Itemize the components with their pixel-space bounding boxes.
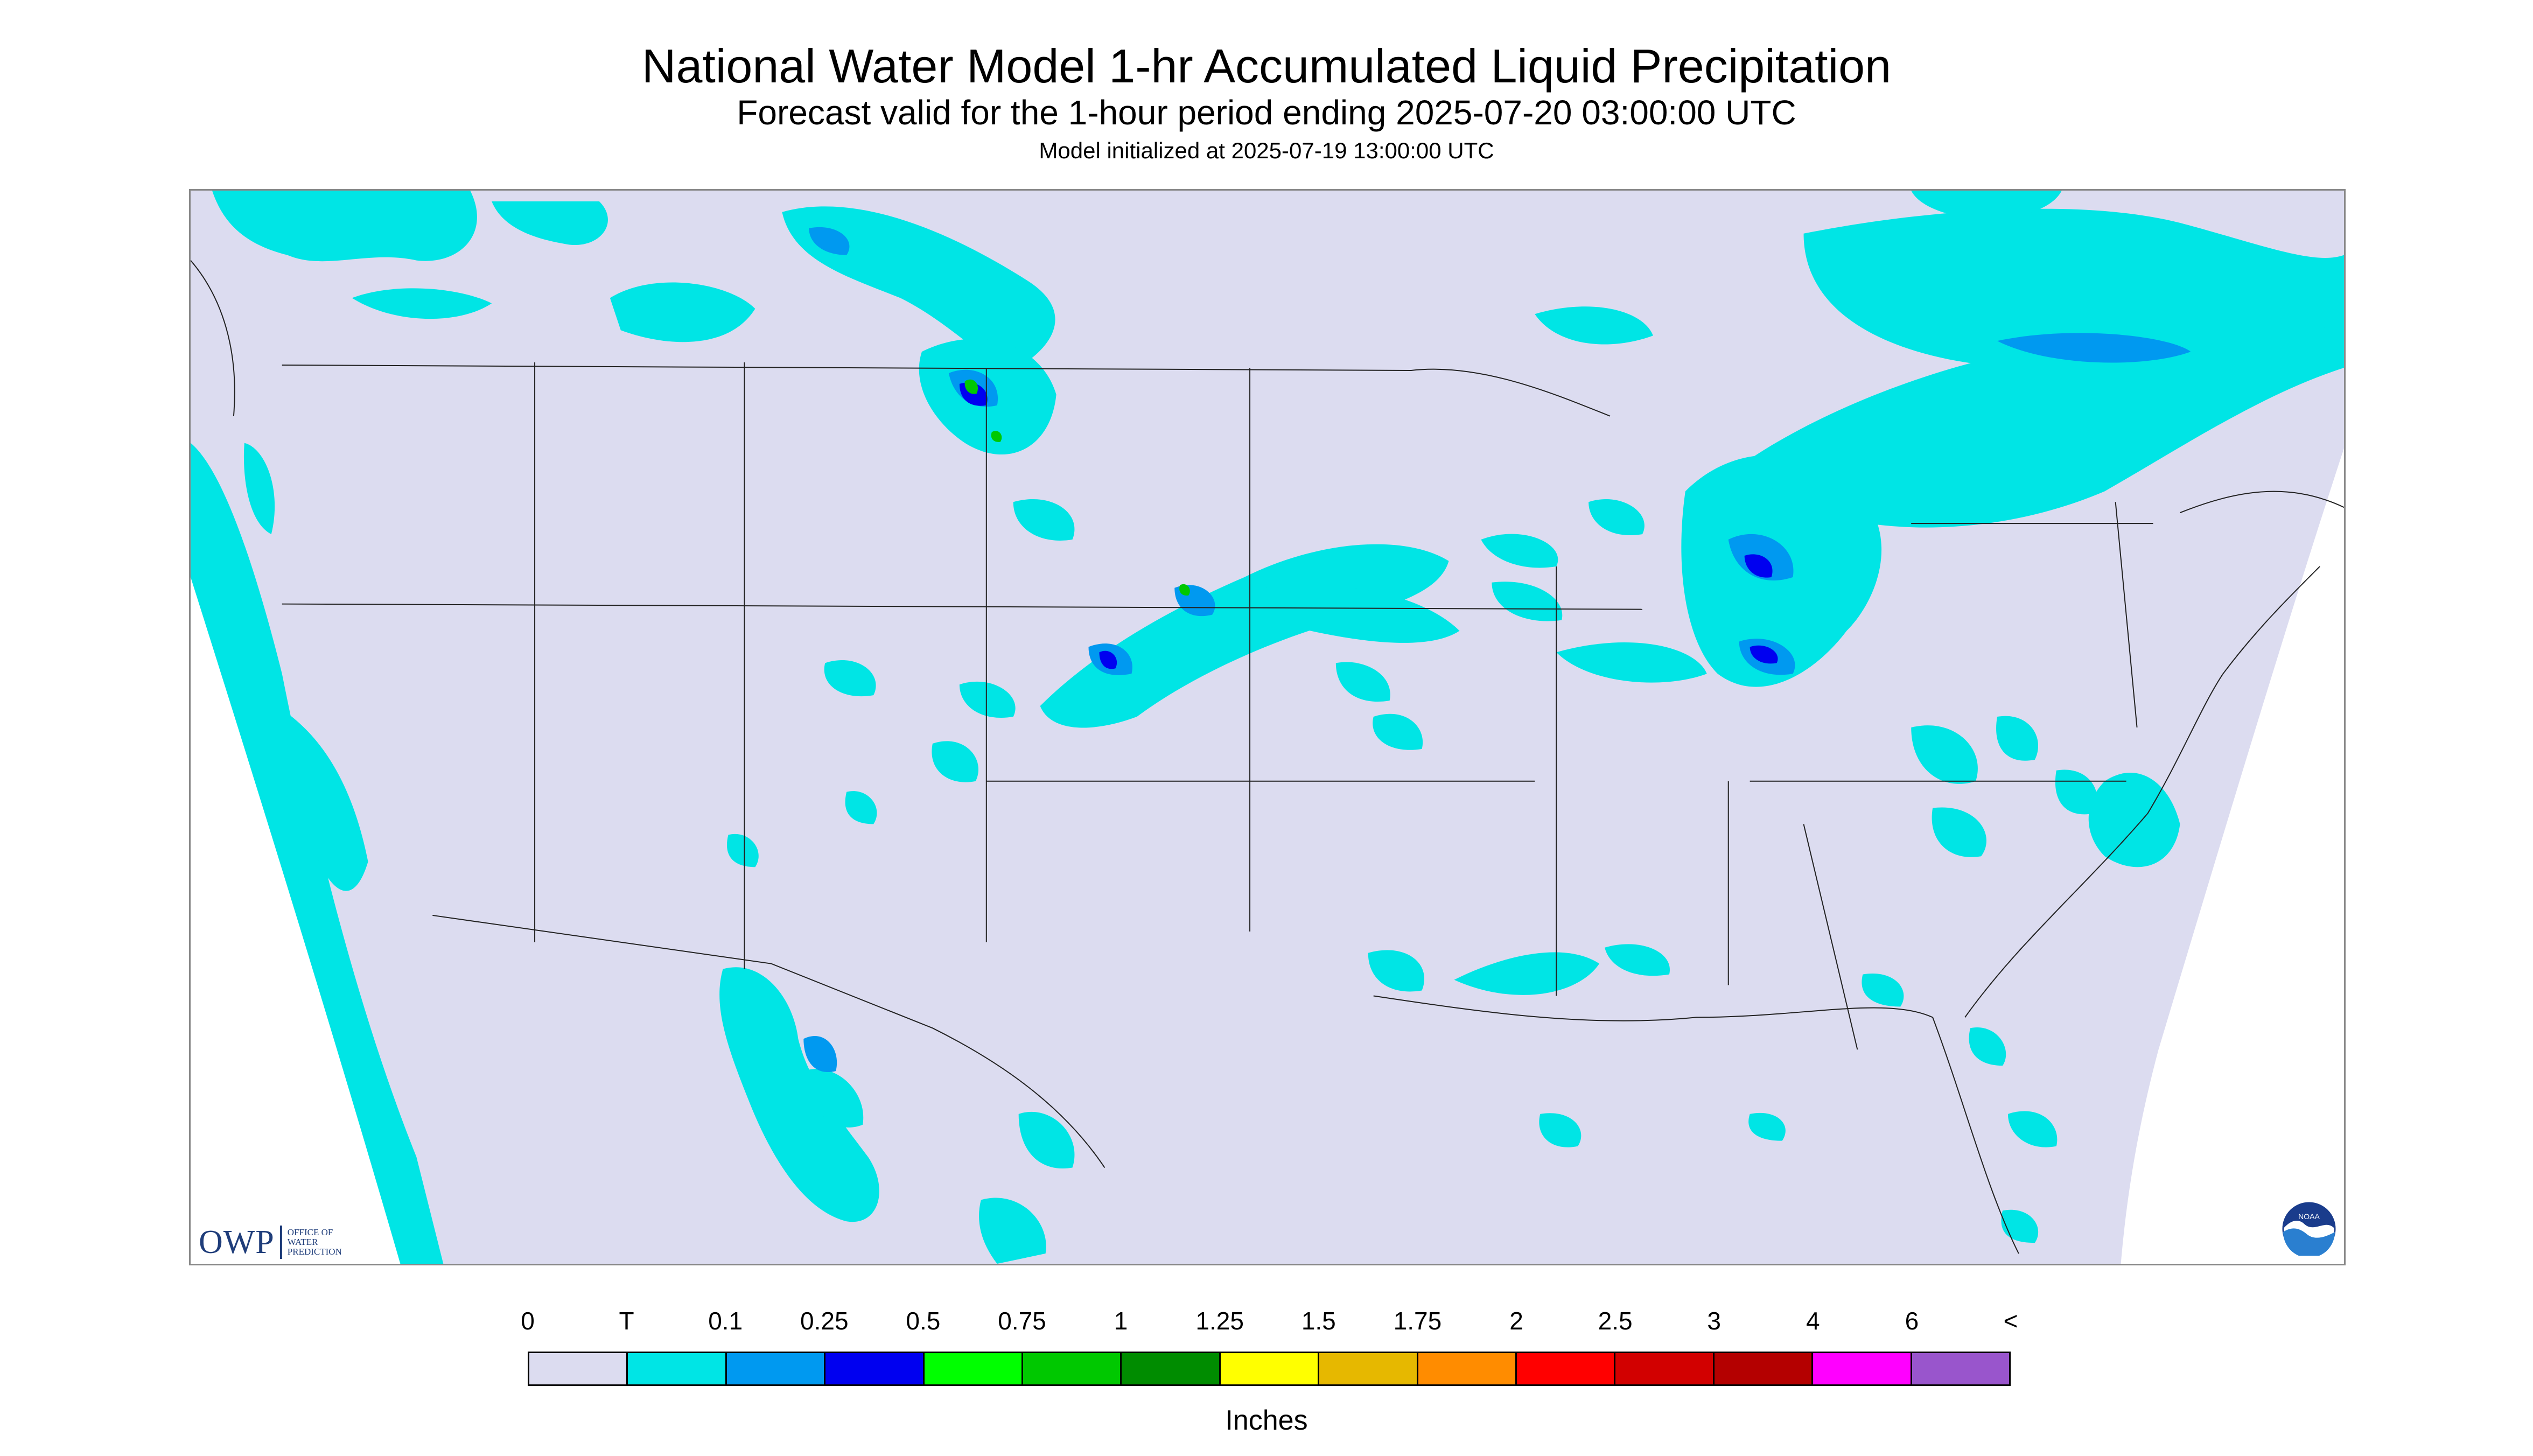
legend-label-5: 0.75: [998, 1307, 1046, 1335]
legend-colorbar: [528, 1352, 2011, 1386]
owp-subtitle-line-3: PREDICTION: [287, 1247, 342, 1257]
owp-subtitle-line-2: WATER: [287, 1237, 318, 1247]
precip-light-areas: [803, 227, 2191, 1073]
legend-swatch-2: [726, 1353, 826, 1384]
legend-swatch-14: [1912, 1353, 2010, 1384]
legend-label-6: 1: [1114, 1307, 1128, 1335]
legend-swatch-0: [529, 1353, 628, 1384]
legend-label-12: 3: [1707, 1307, 1721, 1335]
legend-label-8: 1.5: [1301, 1307, 1336, 1335]
legend-swatch-13: [1813, 1353, 1912, 1384]
map-canvas: [191, 191, 2344, 1264]
legend-labels: 0 T 0.1 0.25 0.5 0.75 1 1.25 1.5 1.75 2 2.5 3 4 6 <: [521, 1306, 2018, 1339]
legend-label-9: 1.75: [1393, 1307, 1442, 1335]
legend-label-4: 0.5: [906, 1307, 941, 1335]
owp-abbrev: OWP: [199, 1223, 275, 1261]
legend-label-3: 0.25: [800, 1307, 849, 1335]
political-borders: [191, 260, 2344, 1254]
legend-swatch-4: [924, 1353, 1024, 1384]
precip-trace-areas: [191, 191, 2344, 1264]
owp-logo: OWP OFFICE OF WATER PREDICTION: [199, 1223, 342, 1261]
legend-swatch-8: [1319, 1353, 1418, 1384]
legend-label-0: 0: [521, 1307, 535, 1335]
owp-subtitle-line-1: OFFICE OF: [287, 1227, 333, 1237]
legend-swatch-6: [1122, 1353, 1221, 1384]
legend-units: Inches: [1225, 1405, 1308, 1436]
map-title: National Water Model 1-hr Accumulated Li…: [641, 39, 1892, 93]
legend-swatch-11: [1615, 1353, 1715, 1384]
model-init-time: Model initialized at 2025-07-19 13:00:00…: [1039, 138, 1494, 163]
noaa-logo: NOAA: [2282, 1202, 2336, 1256]
legend-label-13: 4: [1806, 1307, 1820, 1335]
model-domain-mask: [191, 448, 2344, 1264]
legend-label-11: 2.5: [1598, 1307, 1633, 1335]
noaa-logo-text: NOAA: [2298, 1212, 2320, 1221]
legend-swatch-3: [825, 1353, 925, 1384]
precip-heavy-areas: [964, 379, 1190, 596]
legend-swatch-9: [1418, 1353, 1517, 1384]
map-subtitle: Forecast valid for the 1-hour period end…: [737, 93, 1796, 132]
legend-label-2: 0.1: [708, 1307, 743, 1335]
legend-label-14: 6: [1905, 1307, 1919, 1335]
legend-label-7: 1.25: [1195, 1307, 1244, 1335]
legend-label-1: T: [619, 1307, 634, 1335]
legend-label-15: <: [2003, 1307, 2018, 1335]
legend-label-10: 2: [1509, 1307, 1523, 1335]
legend-swatch-12: [1714, 1353, 1814, 1384]
owp-subtitle: OFFICE OF WATER PREDICTION: [288, 1228, 342, 1257]
legend-swatch-7: [1220, 1353, 1320, 1384]
legend-swatch-1: [628, 1353, 727, 1384]
owp-divider: [279, 1226, 282, 1259]
legend-swatch-10: [1517, 1353, 1616, 1384]
legend-swatch-5: [1023, 1353, 1122, 1384]
precipitation-map: [189, 189, 2346, 1265]
